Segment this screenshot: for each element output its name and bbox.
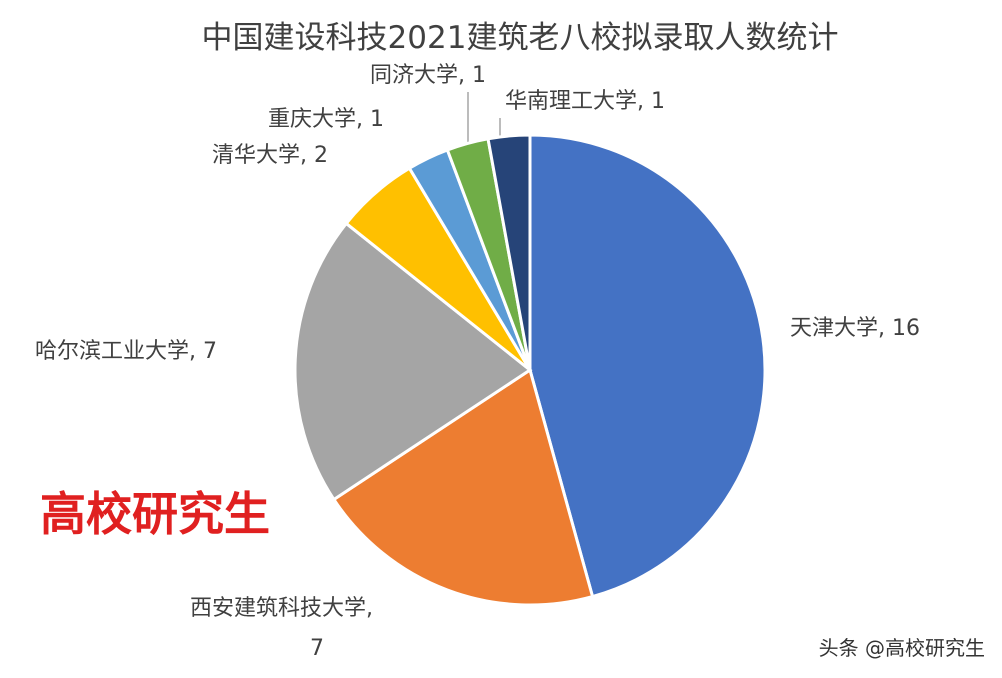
label-separator: , xyxy=(878,316,892,341)
label-separator: , xyxy=(366,596,380,621)
watermark: 高校研究生 xyxy=(40,487,270,541)
pie-slice xyxy=(331,367,595,607)
label-separator: , xyxy=(458,63,472,88)
category-label: 西安建筑科技大学 xyxy=(190,596,366,621)
value-label: 1 xyxy=(370,107,384,132)
pie-slice xyxy=(486,133,532,371)
chart-title: 中国建设科技2021建筑老八校拟录取人数统计 xyxy=(202,20,839,56)
label-separator: , xyxy=(189,339,203,364)
data-label: 天津大学, 16 xyxy=(790,316,920,341)
data-label: 清华大学, 2 xyxy=(212,143,328,168)
category-label: 华南理工大学 xyxy=(505,89,637,114)
category-label: 天津大学 xyxy=(790,316,878,341)
value-label: 1 xyxy=(651,89,665,114)
category-label: 重庆大学 xyxy=(268,107,356,132)
value-label: 16 xyxy=(892,316,920,341)
category-label: 哈尔滨工业大学 xyxy=(35,339,189,364)
data-label: 华南理工大学, 1 xyxy=(505,89,665,114)
pie-slice xyxy=(293,221,533,502)
pie xyxy=(293,133,767,607)
label-separator: , xyxy=(356,107,370,132)
category-label: 清华大学 xyxy=(212,143,300,168)
data-label: 同济大学, 1 xyxy=(370,63,486,88)
data-label: 哈尔滨工业大学, 7 xyxy=(35,339,217,364)
label-separator: , xyxy=(300,143,314,168)
value-label: 7 xyxy=(203,339,217,364)
value-label: 2 xyxy=(314,143,328,168)
label-separator: , xyxy=(637,89,651,114)
value-label: 7 xyxy=(310,636,324,661)
watermark: 头条 @高校研究生 xyxy=(819,636,985,660)
data-label: 西安建筑科技大学, 7 xyxy=(190,596,380,661)
pie-slice xyxy=(528,133,767,599)
category-label: 同济大学 xyxy=(370,63,458,88)
value-label: 1 xyxy=(472,63,486,88)
data-label: 重庆大学, 1 xyxy=(268,107,384,132)
